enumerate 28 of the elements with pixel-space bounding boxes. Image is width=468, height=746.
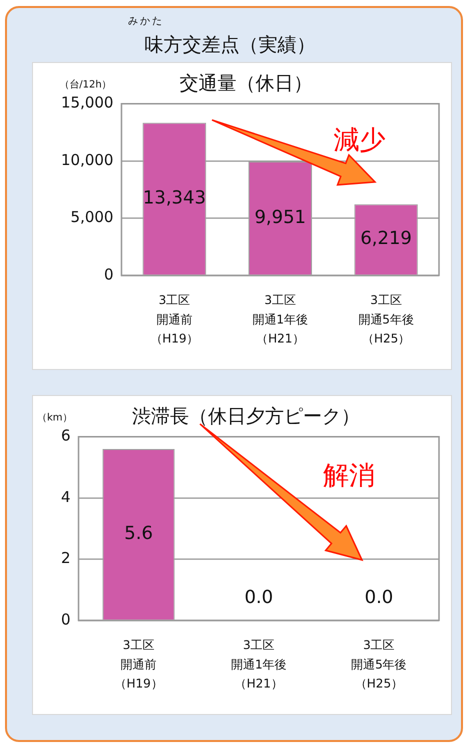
y-tick-label: 0: [104, 265, 114, 284]
data-label: 13,343: [142, 187, 206, 208]
data-label: 0.0: [244, 587, 274, 608]
x-tick-label: 3工区開通5年後（H25）: [351, 638, 407, 691]
y-tick-label: 15,000: [60, 94, 114, 112]
x-tick-label: 3工区開通1年後（H21）: [252, 293, 308, 346]
y-tick-label: 0: [60, 610, 71, 628]
y-axis-title: （台/12h）: [59, 78, 112, 90]
x-tick-label: 3工区開通5年後（H25）: [358, 293, 414, 346]
x-tick-label: 3工区開通1年後（H21）: [230, 638, 287, 691]
text: みかた: [128, 15, 164, 28]
y-tick-label: 4: [60, 488, 71, 506]
y-tick-label: 2: [60, 549, 71, 568]
data-label: 6,219: [360, 228, 412, 250]
annotation: 解消: [322, 460, 375, 491]
y-tick-label: 10,000: [60, 150, 114, 169]
chart-title: 渋滞長（休日夕方ピーク）: [132, 405, 360, 428]
x-tick-label: 3工区開通前（H19）: [150, 293, 199, 346]
y-axis-title: （km）: [36, 412, 73, 424]
chart-title: 交通量（休日）: [180, 72, 312, 94]
y-tick-label: 6: [60, 426, 71, 445]
data-label: 9,951: [254, 206, 306, 228]
data-label: 0.0: [364, 587, 394, 608]
y-tick-label: 5,000: [70, 208, 114, 226]
x-tick-label: 3工区開通前（H19）: [114, 638, 163, 691]
annotation: 減少: [334, 125, 386, 156]
text: 味方交差点（実績）: [144, 33, 316, 58]
data-label: 5.6: [124, 523, 153, 544]
